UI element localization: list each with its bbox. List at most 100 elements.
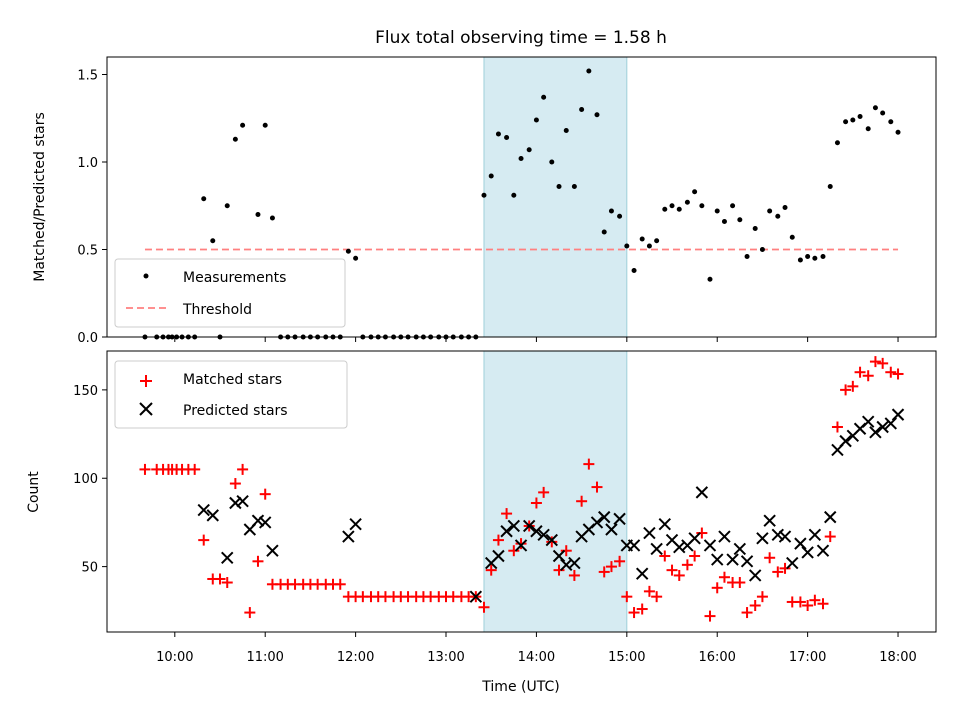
matched-star-point (189, 463, 201, 475)
measurement-point (692, 189, 698, 195)
predicted-star-point (342, 530, 355, 543)
measurement-point (601, 229, 607, 235)
measurement-point (556, 184, 562, 189)
measurement-point (865, 126, 871, 132)
predicted-star-point (568, 556, 581, 570)
matched-star-point (259, 488, 271, 500)
predicted-star-point (695, 486, 709, 499)
matched-star-point (244, 607, 256, 619)
predicted-star-point (349, 517, 362, 531)
matched-star-point (605, 561, 617, 573)
predicted-star-point (794, 537, 807, 550)
matched-star-point (809, 594, 821, 606)
matched-star-point (237, 463, 249, 475)
matched-star-point (229, 478, 241, 490)
measurement-point (662, 206, 668, 212)
matched-star-point (689, 550, 701, 562)
matched-stars-points (139, 356, 904, 622)
legend-predicted-label: Predicted stars (183, 403, 288, 419)
matched-star-point (560, 545, 572, 557)
measurement-point (775, 213, 781, 219)
matched-star-point (840, 384, 852, 396)
matched-star-point (501, 508, 513, 520)
matched-star-point (779, 562, 791, 574)
measurement-point (684, 199, 690, 205)
predicted-star-point (786, 556, 799, 570)
measurement-point (594, 112, 600, 118)
predicted-star-point (839, 434, 852, 448)
measurement-point (812, 255, 818, 261)
matched-star-point (546, 536, 558, 548)
legend-measurements-label: Measurements (183, 270, 286, 286)
matched-star-point (696, 527, 708, 539)
legend-threshold-label: Threshold (182, 302, 252, 318)
matched-star-point (508, 545, 520, 557)
measurement-point (730, 203, 736, 209)
measurement-point (240, 122, 246, 128)
bottom-legend: Matched stars Predicted stars (114, 360, 348, 429)
measurement-point (269, 215, 275, 221)
predicted-star-point (590, 516, 604, 529)
matched-star-point (673, 569, 685, 581)
y-tick-label: 1.0 (77, 156, 98, 171)
y-tick-label: 100 (73, 472, 98, 487)
matched-star-point (598, 566, 610, 578)
measurement-point (767, 208, 773, 214)
matched-star-point (704, 610, 716, 622)
top-x-ticks (174, 337, 899, 342)
matched-star-point (538, 486, 550, 498)
measurement-point (714, 208, 720, 214)
x-tick-label: 12:00 (337, 650, 374, 665)
measurement-point (759, 247, 765, 252)
x-tick-label: 17:00 (789, 650, 826, 665)
measurement-point (210, 238, 216, 244)
matched-star-point (734, 577, 746, 589)
measurement-point (608, 208, 614, 214)
measurement-point (820, 254, 826, 259)
x-tick-label: 11:00 (246, 650, 283, 665)
predicted-star-point (824, 510, 837, 524)
top-y-axis-label: Matched/Predicted stars (32, 112, 48, 282)
matched-star-point (515, 538, 527, 550)
predicted-star-point (808, 528, 822, 542)
top-legend-box (114, 258, 346, 328)
predicted-star-point (627, 539, 641, 552)
matched-star-point (877, 357, 889, 369)
bottom-y-ticks: 50 100 150 (73, 384, 107, 576)
predicted-star-point (605, 523, 618, 536)
measurement-point (624, 243, 630, 249)
chart-title: Flux total observing time = 1.58 h (375, 28, 667, 48)
measurement-point (533, 117, 539, 123)
predicted-star-point (884, 417, 898, 430)
legend-predicted-marker (139, 402, 153, 416)
top-legend: Measurements Threshold (114, 258, 346, 328)
measurement-point (789, 234, 795, 240)
matched-star-point (334, 578, 346, 590)
predicted-star-point (688, 532, 701, 545)
legend-measurements-marker (143, 273, 149, 279)
matched-star-point (576, 495, 588, 507)
measurement-point (805, 254, 811, 259)
predicted-star-point (778, 530, 792, 543)
predicted-star-point (197, 503, 210, 517)
predicted-star-point (718, 530, 731, 543)
matched-star-point (824, 531, 836, 543)
measurement-point (880, 110, 886, 116)
matched-star-point (772, 566, 784, 578)
matched-star-point (198, 534, 210, 546)
legend-matched-marker (140, 375, 152, 387)
measurement-point (888, 119, 894, 125)
measurement-point (549, 159, 555, 165)
matched-star-point (869, 356, 881, 368)
measurement-point (834, 140, 840, 146)
predicted-star-point (658, 517, 671, 531)
top-y-ticks: 0.0 0.5 1.0 1.5 (77, 69, 107, 346)
matched-star-point (139, 463, 151, 475)
matched-star-point (221, 577, 233, 589)
predicted-star-point (266, 544, 279, 557)
measurement-point (676, 206, 682, 212)
matched-star-point (614, 555, 626, 567)
measurement-point (586, 68, 592, 74)
top-axes-frame (106, 56, 937, 338)
measurement-point (744, 254, 750, 259)
